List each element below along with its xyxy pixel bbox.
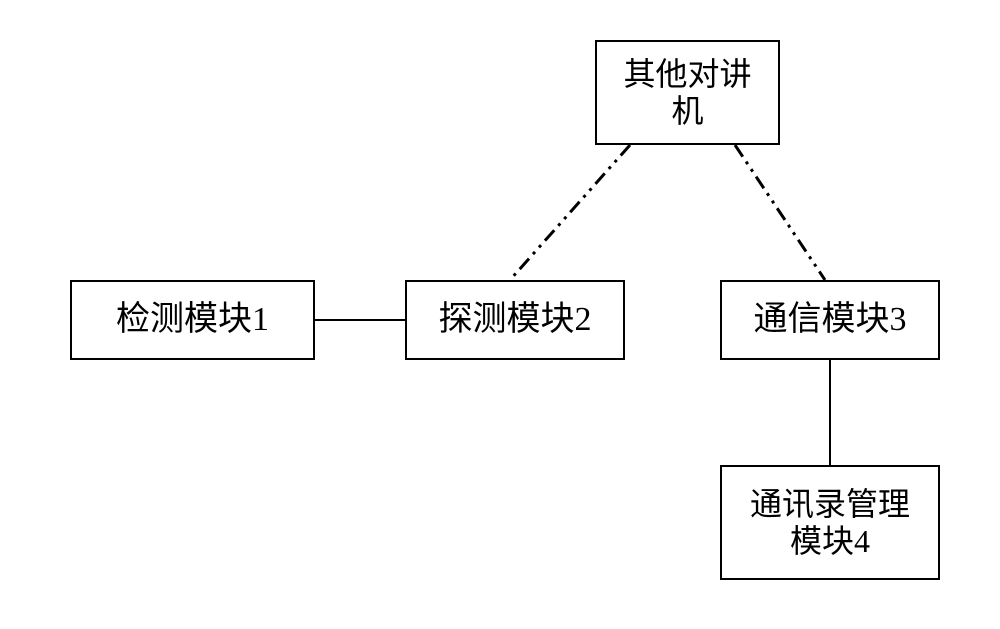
node-contacts-module: 通讯录管理 模块4 bbox=[720, 465, 940, 580]
node-label: 检测模块1 bbox=[116, 300, 269, 339]
edge bbox=[510, 145, 630, 280]
edge bbox=[735, 145, 825, 280]
node-label: 通信模块3 bbox=[754, 300, 907, 339]
node-label: 通讯录管理 模块4 bbox=[750, 486, 910, 560]
node-label: 探测模块2 bbox=[439, 300, 592, 339]
node-label: 其他对讲 机 bbox=[623, 56, 751, 130]
node-other-intercom: 其他对讲 机 bbox=[595, 40, 780, 145]
diagram-canvas: 其他对讲 机 检测模块1 探测模块2 通信模块3 通讯录管理 模块4 bbox=[0, 0, 1000, 629]
node-comm-module: 通信模块3 bbox=[720, 280, 940, 360]
node-detection-module: 检测模块1 bbox=[70, 280, 315, 360]
node-probe-module: 探测模块2 bbox=[405, 280, 625, 360]
